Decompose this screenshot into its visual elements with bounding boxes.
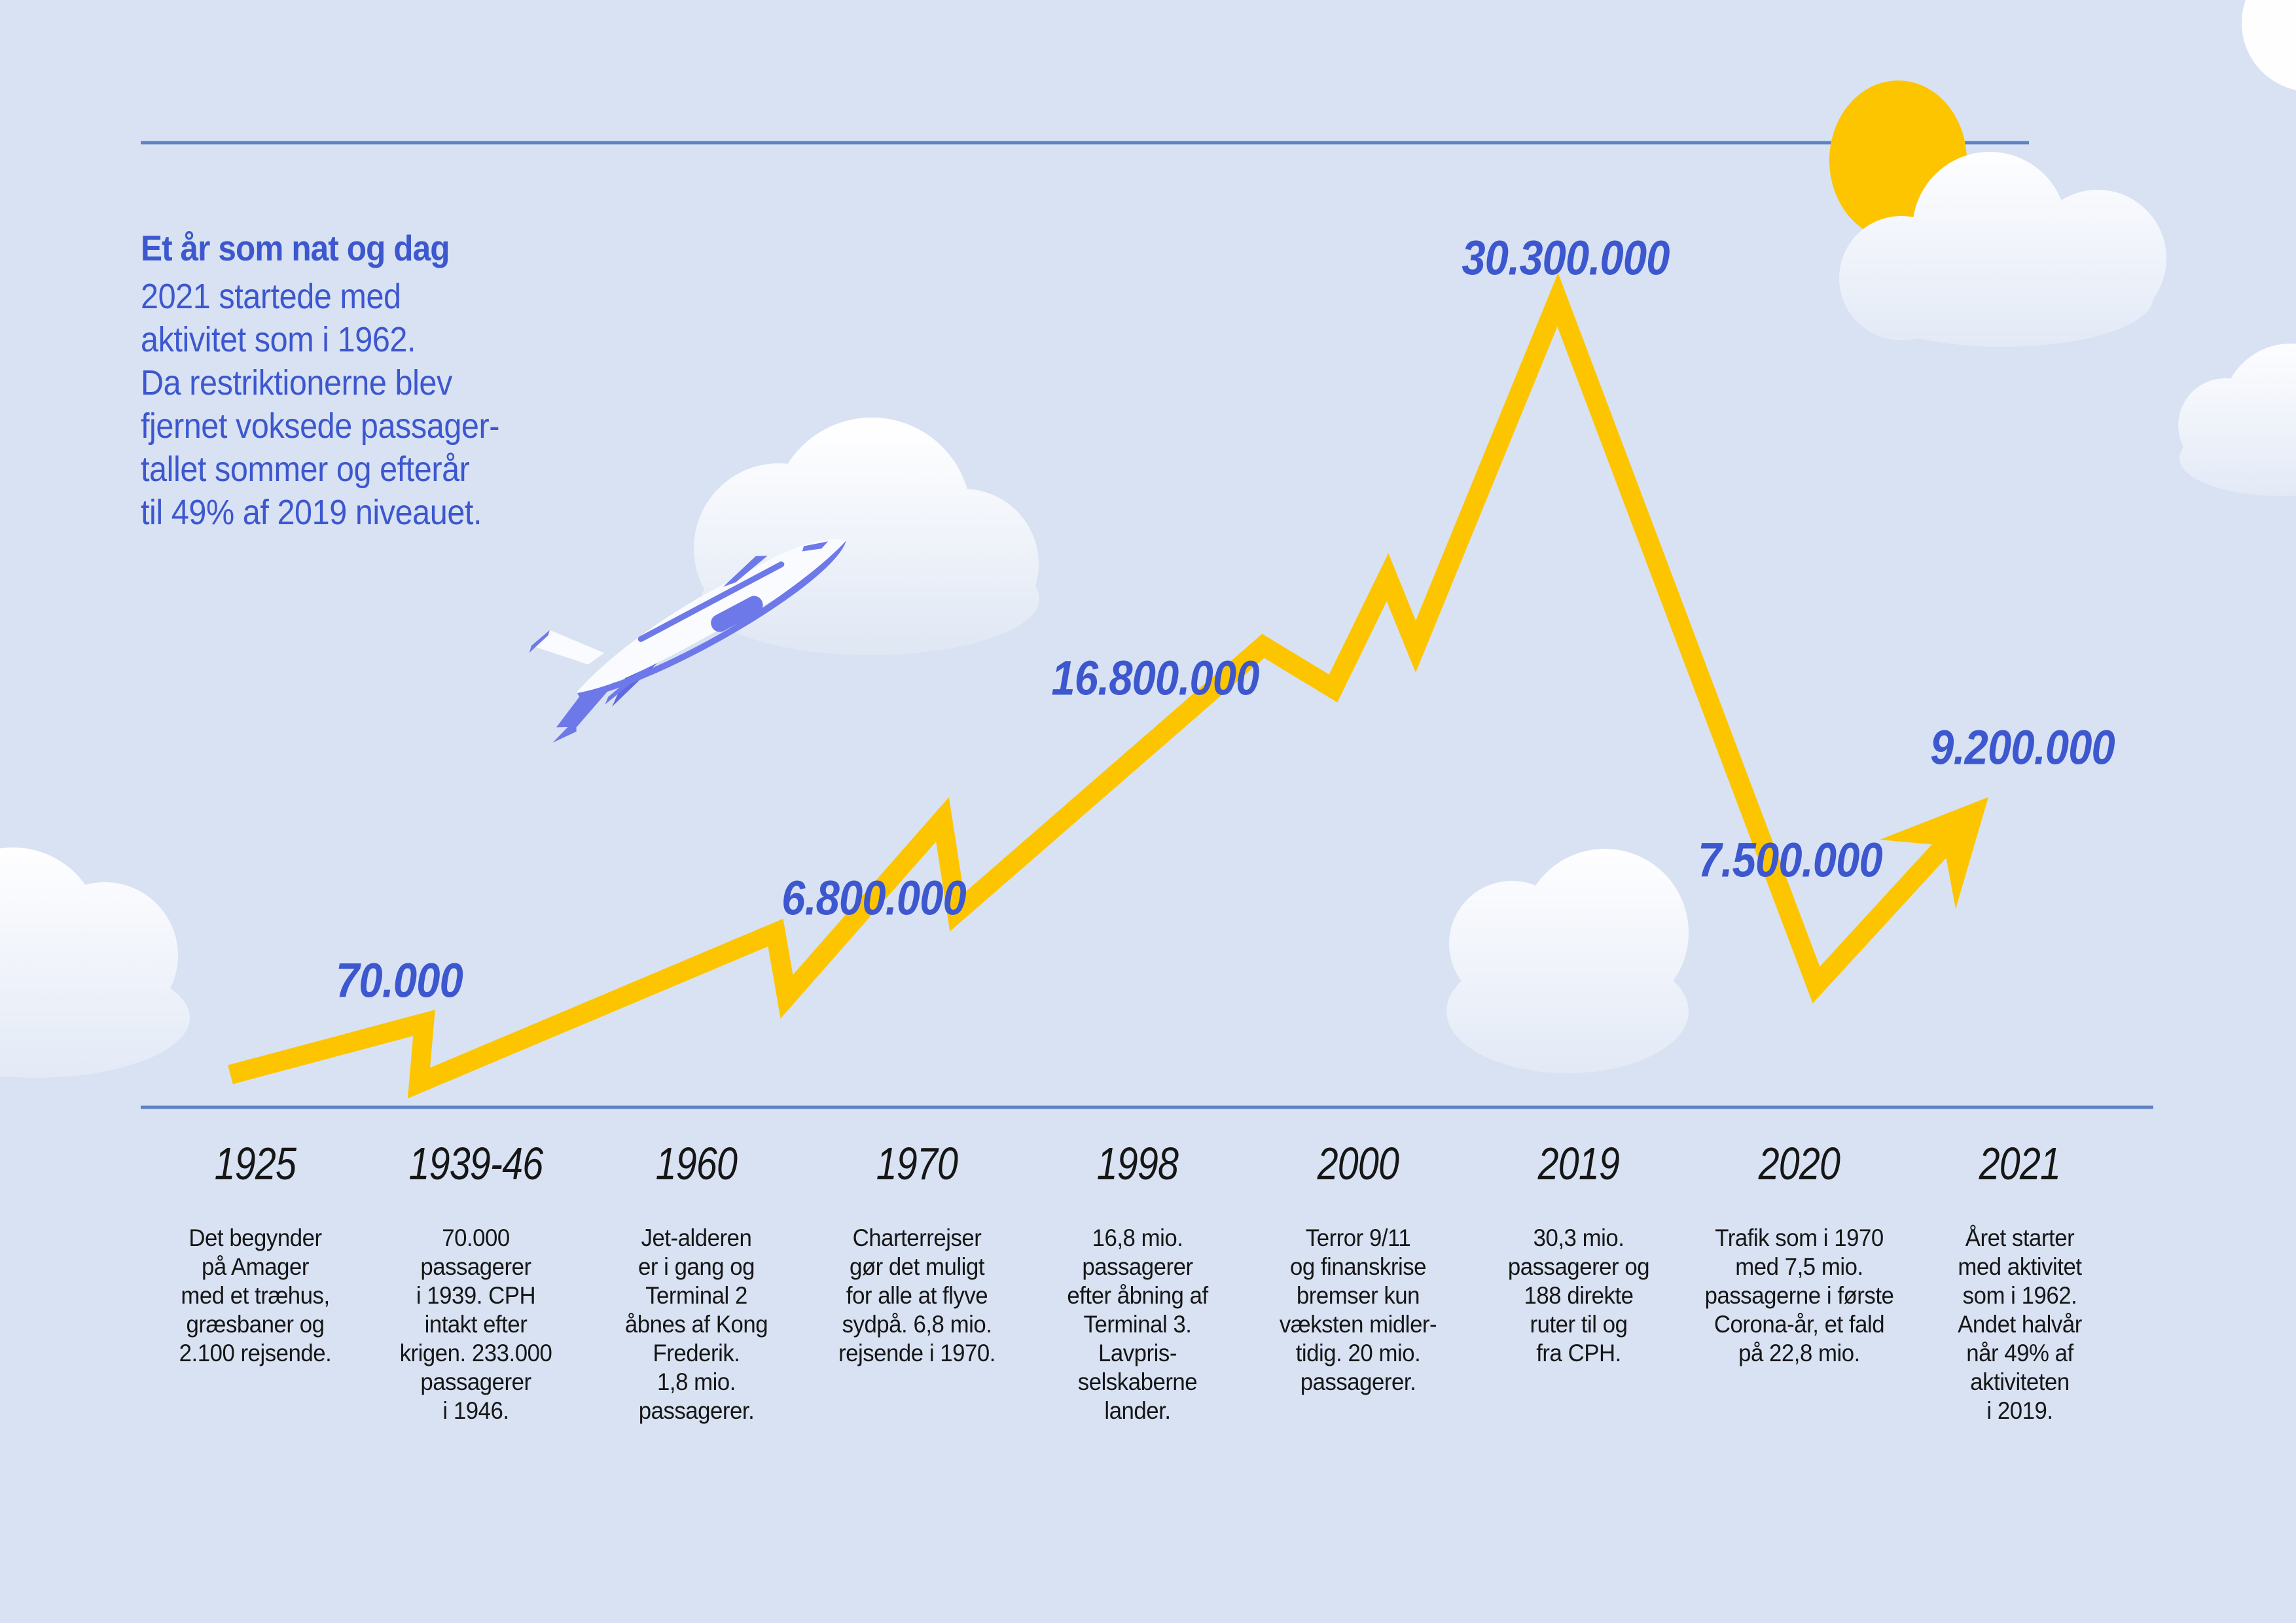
milestone-column: 1960 Jet-alderen er i gang og Terminal 2…	[575, 1137, 818, 1425]
milestone-column: 2020 Trafik som i 1970 med 7,5 mio. pass…	[1677, 1137, 1921, 1368]
milestone-column: 2021 Året starter med aktivitet som i 19…	[1898, 1137, 2142, 1425]
line-value-label: 7.500.000	[1698, 832, 1883, 887]
cloud-icon	[2242, 0, 2296, 90]
milestone-year: 1998	[1096, 1138, 1179, 1189]
milestone-year: 2019	[1537, 1138, 1620, 1189]
line-value-label: 70.000	[336, 953, 463, 1008]
milestone-column: 1925 Det begynder på Amager med et træhu…	[134, 1137, 377, 1368]
milestone-desc: Året starter med aktivitet som i 1962. A…	[1958, 1224, 2082, 1424]
milestone-desc: 70.000 passagerer i 1939. CPH intakt eft…	[399, 1224, 552, 1424]
intro-body: 2021 startede med aktivitet som i 1962. …	[141, 277, 499, 532]
milestone-year: 1939-46	[408, 1138, 544, 1189]
cloud-icon	[1839, 152, 2166, 347]
milestone-desc: 30,3 mio. passagerer og 188 direkte rute…	[1507, 1224, 1650, 1366]
milestone-year: 2000	[1317, 1138, 1399, 1189]
milestone-desc: Trafik som i 1970 med 7,5 mio. passagern…	[1704, 1224, 1894, 1366]
milestone-desc: Charterrejser gør det muligt for alle at…	[838, 1224, 996, 1366]
milestone-column: 2000 Terror 9/11 og finanskrise bremser …	[1236, 1137, 1480, 1397]
plane-icon	[529, 539, 846, 743]
milestone-year: 1960	[655, 1138, 738, 1189]
intro-title: Et år som nat og dag	[141, 228, 450, 268]
milestone-desc: Det begynder på Amager med et træhus, gr…	[179, 1224, 332, 1366]
line-value-label: 16.800.000	[1051, 651, 1259, 705]
milestone-column: 1970 Charterrejser gør det muligt for al…	[795, 1137, 1039, 1368]
milestone-year: 1925	[214, 1138, 296, 1189]
line-value-label: 30.300.000	[1462, 230, 1670, 285]
milestone-desc: Terror 9/11 og finanskrise bremser kun v…	[1279, 1224, 1437, 1395]
passenger-line	[228, 273, 1956, 1099]
milestone-year: 2021	[1979, 1138, 2061, 1189]
milestone-column: 1939-46 70.000 passagerer i 1939. CPH in…	[354, 1137, 598, 1425]
milestone-desc: Jet-alderen er i gang og Terminal 2 åbne…	[624, 1224, 768, 1424]
milestone-column: 1998 16,8 mio. passagerer efter åbning a…	[1016, 1137, 1259, 1425]
milestone-desc: 16,8 mio. passagerer efter åbning af Ter…	[1067, 1224, 1208, 1424]
cloud-icon	[0, 847, 190, 1078]
cloud-icon	[1446, 849, 1689, 1073]
milestone-year: 1970	[876, 1138, 958, 1189]
line-arrowhead	[1880, 797, 1988, 909]
line-value-label: 6.800.000	[781, 870, 967, 925]
intro-block: Et år som nat og dag 2021 startede med a…	[141, 228, 588, 534]
line-value-label: 9.200.000	[1930, 720, 2115, 775]
milestone-column: 2019 30,3 mio. passagerer og 188 direkte…	[1457, 1137, 1700, 1368]
cloud-icon	[2178, 344, 2296, 496]
milestone-year: 2020	[1758, 1138, 1840, 1189]
